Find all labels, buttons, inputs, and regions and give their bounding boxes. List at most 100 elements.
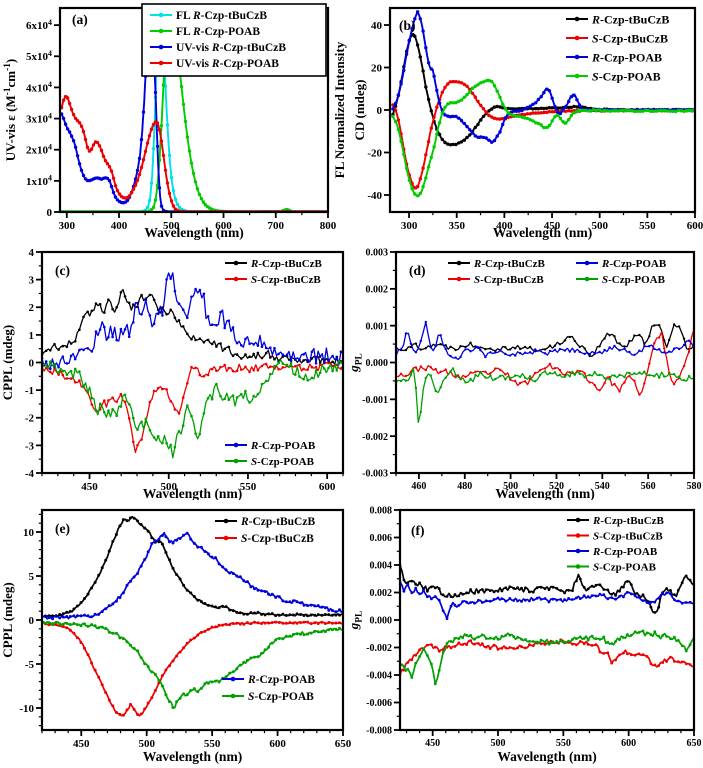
y-tick-label: -1 [25, 385, 34, 397]
panel-a-legend-0: FL R-Czp-tBuCzB FL R-Czp-POAB UV-vis R-Czp… [141, 3, 327, 77]
panel-c-series-s-czp-tbuczb [42, 361, 343, 454]
y-tick-label: 0 [29, 357, 35, 369]
panel-f-legend-0: R-Czp-tBuCzB S-Czp-tBuCzB R-Czp-POAB S-Czp-… [567, 515, 665, 573]
panel-d-series-r-czp-tbuczb [396, 323, 694, 358]
x-tick-label: 600 [215, 220, 232, 232]
y-axis-title: CPPL (mdeg) [0, 325, 15, 400]
panel-a-uvvis-fl-spectra: 300 400 500 600 700 800 0 1x104 2x104 3x104 4x104 5… [0, 0, 352, 240]
plot-frame [394, 250, 696, 475]
y-axis-title: UV-vis ε (M-1cm-1) [3, 59, 18, 162]
y-axis-title-right: FL Normalized Intensity [332, 41, 347, 178]
y-tick-label: -0.002 [366, 643, 392, 654]
panel-f-series-s-czp-tbuczb [400, 638, 694, 677]
x-tick-label: 450 [425, 738, 440, 749]
panel-f-series-r-czp-poab [400, 580, 694, 620]
panel-e-cppl-spectra: 450 500 550 600 650 -10 -5 0 5 10 Wavelength (nm) C… [0, 500, 352, 768]
panel-c-series-s-czp-poab [42, 359, 343, 459]
x-tick-label: 450 [81, 481, 98, 493]
y-tick-label: 6x104 [26, 18, 52, 32]
panel-b-series-s-czp-poab [391, 78, 695, 198]
panel-letter-b: (b) [399, 18, 416, 33]
panel-b-legend-0: R-Czp-tBuCzB S-Czp-tBuCzB R-Czp-POAB S-Czp-… [566, 12, 669, 83]
panel-f-series-s-czp-poab [400, 629, 694, 686]
y-tick-label: 20 [371, 62, 383, 74]
y-tick-label: 0.008 [370, 506, 393, 517]
panel-e-legend-1: R-Czp-POAB S-Czp-POAB [222, 674, 315, 703]
y-tick-label: 40 [371, 20, 383, 32]
y-tick-label: -10 [19, 703, 34, 715]
panel-d-series-s-czp-poab [396, 367, 694, 424]
y-tick-label: 4x104 [26, 80, 52, 94]
panel-c-chart: 450 500 550 600 -4 -3 -2 -1 0 1 2 3 4 Wavelength (nm)… [0, 247, 345, 500]
x-tick-label: 450 [73, 738, 90, 750]
y-tick-label: 4 [29, 247, 35, 259]
y-tick-label: 5 [29, 571, 35, 583]
y-tick-label: 0 [377, 105, 383, 117]
plot-frame [388, 6, 697, 214]
panel-a-series-uv-vis-r-czp-poab [60, 94, 328, 212]
plot-frame [40, 508, 345, 732]
panel-letter-c: (c) [55, 263, 70, 278]
y-tick-label: 1 [29, 330, 35, 342]
y-tick-label: 0 [47, 207, 53, 219]
x-tick-label: 500 [491, 738, 506, 749]
legend-label: FL R-Czp-tBuCzB [176, 10, 267, 22]
y-tick-label: 2x104 [26, 142, 52, 156]
panel-e-legend-0: R-Czp-tBuCzB S-Czp-tBuCzB [215, 516, 315, 545]
panel-b-chart: 300 350 400 450 500 550 600 -40 -20 0 20 40 Waveleng… [352, 6, 703, 240]
y-axis-title: gPL [352, 611, 365, 630]
panel-e-chart: 450 500 550 600 650 -10 -5 0 5 10 Wavelength (nm) C… [0, 508, 352, 764]
panel-c-series-r-czp-poab [42, 272, 343, 371]
x-tick-label: 550 [240, 481, 257, 493]
x-tick-label: 800 [320, 220, 337, 232]
x-tick-label: 500 [163, 220, 180, 232]
y-tick-label: -40 [367, 190, 382, 202]
x-axis-title: Wavelength (nm) [497, 749, 596, 764]
x-axis-title: Wavelength (nm) [144, 225, 243, 240]
x-axis-title: Wavelength (nm) [495, 486, 594, 500]
x-tick-label: 650 [335, 738, 352, 750]
panel-e-series-r-czp-tbuczb [42, 515, 343, 618]
panel-letter-e: (e) [55, 521, 70, 536]
legend-label: S-Czp-POAB [602, 274, 666, 286]
y-tick-label: -0.008 [366, 726, 392, 737]
x-tick-label: 520 [549, 481, 564, 492]
legend-label: R-Czp-POAB [247, 674, 315, 686]
y-axis-title: gPL [352, 353, 365, 372]
panel-d-gpl-spectra: 460 480 500 520 540 560 580 -0.003 -0.002 -0.001 0… [352, 240, 703, 500]
panel-b-cd-spectra: 300 350 400 450 500 550 600 -40 -20 0 20 40 Waveleng… [352, 0, 703, 240]
panel-c-legend-1: R-Czp-POAB S-Czp-POAB [225, 440, 316, 468]
y-tick-label: 0.002 [366, 284, 389, 295]
x-axis-title: Wavelength (nm) [493, 225, 592, 240]
legend-label: R-Czp-tBuCzB [473, 258, 546, 270]
legend-label: S-Czp-tBuCzB [592, 31, 668, 45]
panel-f-axes: 450 500 550 600 650 -0.008 -0.006 -0.004 -0.002 0… [366, 506, 701, 749]
x-tick-label: 500 [591, 220, 608, 232]
panel-d-series-r-czp-poab [396, 320, 694, 361]
legend-label: R-Czp-POAB [250, 440, 316, 452]
y-tick-label: -0.006 [366, 698, 392, 709]
legend-label: R-Czp-tBuCzB [250, 258, 323, 270]
y-tick-label: 0.001 [366, 321, 389, 332]
legend-label: UV-vis R-Czp-tBuCzB [176, 42, 286, 54]
panel-d-chart: 460 480 500 520 540 560 580 -0.003 -0.002 -0.001 0… [352, 248, 702, 500]
legend-label: S-Czp-tBuCzB [241, 533, 314, 545]
panel-c-legend-0: R-Czp-tBuCzB S-Czp-tBuCzB [225, 258, 323, 286]
y-tick-label: -20 [367, 147, 382, 159]
x-tick-label: 550 [204, 738, 221, 750]
y-tick-label: -5 [25, 659, 35, 671]
panel-c-axes: 450 500 550 600 -4 -3 -2 -1 0 1 2 3 4 [25, 247, 344, 493]
y-tick-label: 1x104 [26, 174, 52, 188]
x-tick-label: 500 [138, 738, 155, 750]
y-tick-label: 3 [29, 275, 35, 287]
panel-a-chart: 300 400 500 600 700 800 0 1x104 2x104 3x104 4x104 5… [3, 3, 347, 240]
y-tick-label: 5x104 [26, 49, 52, 63]
legend-label: S-Czp-POAB [251, 456, 315, 468]
panel-d-legend-1: R-Czp-POAB S-Czp-POAB [576, 258, 667, 286]
x-tick-label: 500 [503, 481, 518, 492]
y-tick-label: -0.003 [362, 469, 388, 480]
x-axis-title: Wavelength (nm) [143, 749, 242, 764]
x-tick-label: 350 [448, 220, 465, 232]
legend-label: S-Czp-tBuCzB [251, 274, 321, 286]
